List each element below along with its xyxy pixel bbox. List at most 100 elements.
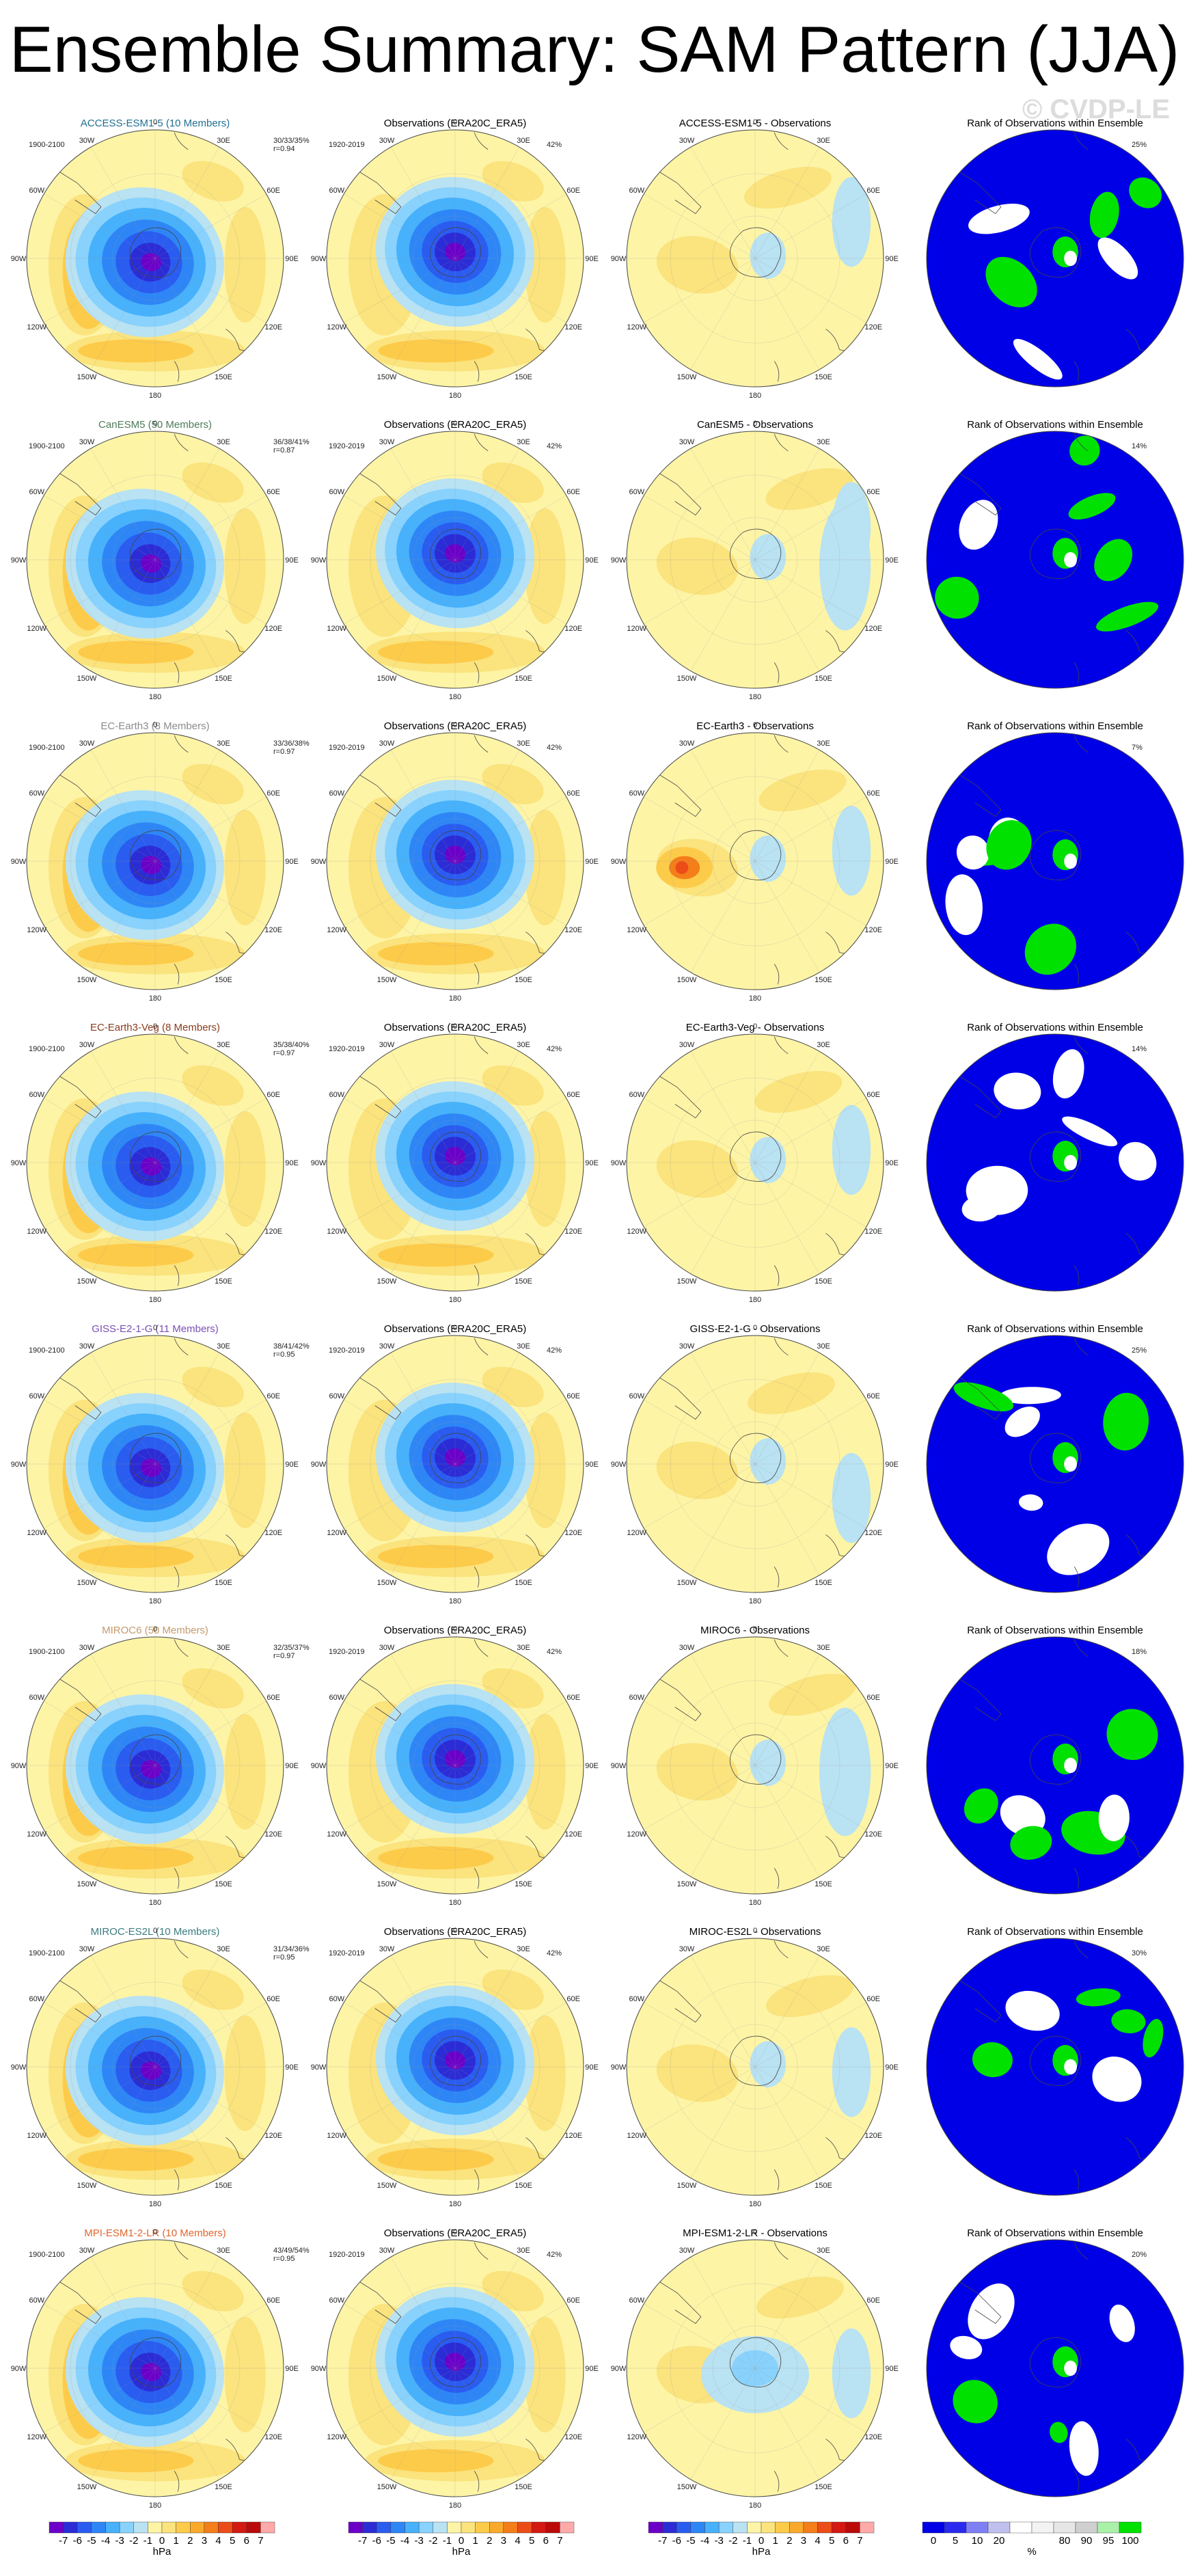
colorbar-tick-label: 2 — [787, 2535, 792, 2547]
colorbar-tick-label: -6 — [73, 2535, 82, 2547]
colorbar-tick-label: -6 — [372, 2535, 381, 2547]
colorbar-tick-label: -1 — [443, 2535, 452, 2547]
lon-label: 30E — [517, 438, 530, 446]
rank-percent: 14% — [1132, 442, 1147, 450]
colorbar-swatch — [560, 2521, 575, 2534]
polar-map: 0 30E 60E 90E 120E 150E 180 150W 120W 90W 60W 30W — [11, 1022, 299, 1304]
model-panel-title: EC-Earth3 (8 Members) — [100, 720, 210, 732]
lon-label: 180 — [449, 2502, 461, 2510]
lon-label: 150E — [215, 373, 232, 381]
lon-label: 150E — [515, 2483, 532, 2491]
lon-label: 60E — [566, 1091, 580, 1099]
lon-label: 150W — [377, 373, 397, 381]
colorbar-tick-label: -2 — [129, 2535, 138, 2547]
lon-label: 60W — [629, 1392, 644, 1400]
obs-period: 1920-2019 — [329, 744, 365, 752]
lon-label: 30E — [817, 2247, 830, 2255]
lon-label: 150W — [377, 976, 397, 984]
lon-label: 30E — [517, 2247, 530, 2255]
colorbar-tick-label: -4 — [101, 2535, 110, 2547]
lon-label: 90E — [585, 1159, 599, 1167]
lon-label: 90E — [585, 858, 599, 866]
obs-percent: 42% — [547, 1949, 562, 1957]
rank-colorbar-swatch — [1031, 2521, 1054, 2534]
lon-label: 60W — [329, 789, 344, 798]
lon-label: 30W — [379, 438, 395, 446]
lon-label: 60W — [329, 1995, 344, 2003]
colorbar-tick-label: 4 — [815, 2535, 820, 2547]
model-stats: 33/36/38% — [273, 740, 310, 748]
lon-label: 30W — [79, 1041, 95, 1049]
diff-panel-title: MIROC-ES2L - Observations — [689, 1926, 821, 1938]
model-period: 1900-2100 — [29, 2251, 65, 2259]
colorbar-tick-label: -7 — [59, 2535, 68, 2547]
lon-label: 60W — [29, 2296, 44, 2305]
colorbar-swatch — [676, 2521, 692, 2534]
lon-label: 30E — [217, 740, 230, 748]
lon-label: 60E — [866, 1392, 880, 1400]
lon-label: 150E — [815, 675, 832, 683]
lon-label: 90E — [285, 1461, 299, 1469]
lon-label: 30E — [517, 137, 530, 145]
lon-label: 0 — [153, 2228, 157, 2236]
lon-label: 150W — [677, 373, 697, 381]
lon-label: 90W — [11, 2063, 27, 2072]
lon-label: 120W — [327, 2433, 346, 2441]
lon-label: 30W — [79, 740, 95, 748]
lon-label: 120W — [627, 926, 646, 934]
colorbar-swatch — [690, 2521, 705, 2534]
obs-panel-title: Observations (ERA20C_ERA5) — [383, 419, 527, 431]
lon-label: 60E — [266, 488, 280, 496]
lon-label: 60E — [866, 187, 880, 195]
model-corr: r=0.95 — [273, 1953, 295, 1962]
lon-label: 150W — [677, 2182, 697, 2190]
lon-label: 180 — [749, 392, 761, 400]
lon-label: 120W — [27, 625, 46, 633]
lon-label: 60W — [329, 187, 344, 195]
colorbar-swatch — [447, 2521, 462, 2534]
lon-label: 0 — [753, 1625, 757, 1633]
polar-map — [926, 129, 1184, 388]
polar-map: 0 30E 60E 90E 120E 150E 180 150W 120W 90W 60W 30W — [611, 2228, 899, 2510]
lon-label: 90W — [611, 1461, 627, 1469]
lon-label: 90E — [285, 255, 299, 263]
lon-label: 180 — [149, 392, 161, 400]
lon-label: 60E — [566, 1694, 580, 1702]
lon-label: 180 — [749, 2502, 761, 2510]
rank-percent: 25% — [1132, 1346, 1147, 1355]
lon-label: 150E — [815, 373, 832, 381]
colorbar-swatch — [733, 2521, 748, 2534]
lon-label: 150W — [77, 1579, 97, 1587]
lon-label: 150E — [515, 373, 532, 381]
lon-label: 30E — [517, 1644, 530, 1652]
lon-label: 90E — [285, 2365, 299, 2373]
rank-percent: 25% — [1132, 141, 1147, 149]
colorbar-units: hPa — [452, 2546, 471, 2558]
colorbar-swatch — [390, 2521, 405, 2534]
lon-label: 60W — [329, 488, 344, 496]
lon-label: 120W — [327, 1529, 346, 1537]
colorbar-swatch — [860, 2521, 875, 2534]
lon-label: 120E — [564, 926, 582, 934]
colorbar-tick-label: 0 — [459, 2535, 464, 2547]
lon-label: 150E — [815, 1880, 832, 1888]
lon-label: 150W — [377, 675, 397, 683]
obs-panel-title: Observations (ERA20C_ERA5) — [383, 1022, 527, 1033]
colorbar-swatch — [475, 2521, 490, 2534]
lon-label: 60E — [266, 1392, 280, 1400]
lon-label: 60W — [629, 187, 644, 195]
lon-label: 0 — [453, 721, 457, 729]
colorbar-swatch — [204, 2521, 219, 2534]
lon-label: 30W — [379, 1644, 395, 1652]
lon-label: 90E — [885, 2365, 899, 2373]
lon-label: 150E — [215, 1880, 232, 1888]
obs-panel-title: Observations (ERA20C_ERA5) — [383, 720, 527, 732]
lon-label: 120W — [327, 926, 346, 934]
colorbar-swatch — [218, 2521, 233, 2534]
lon-label: 120W — [27, 1228, 46, 1236]
lon-label: 120W — [27, 1830, 46, 1839]
lon-label: 180 — [749, 1597, 761, 1605]
colorbar-tick-label: 0 — [159, 2535, 165, 2547]
lon-label: 90E — [585, 1461, 599, 1469]
pattern-colorbar: -7 -6 -5 -4 -3 -2 -1 0 1 2 3 4 5 6 7 hPa — [348, 2521, 575, 2558]
